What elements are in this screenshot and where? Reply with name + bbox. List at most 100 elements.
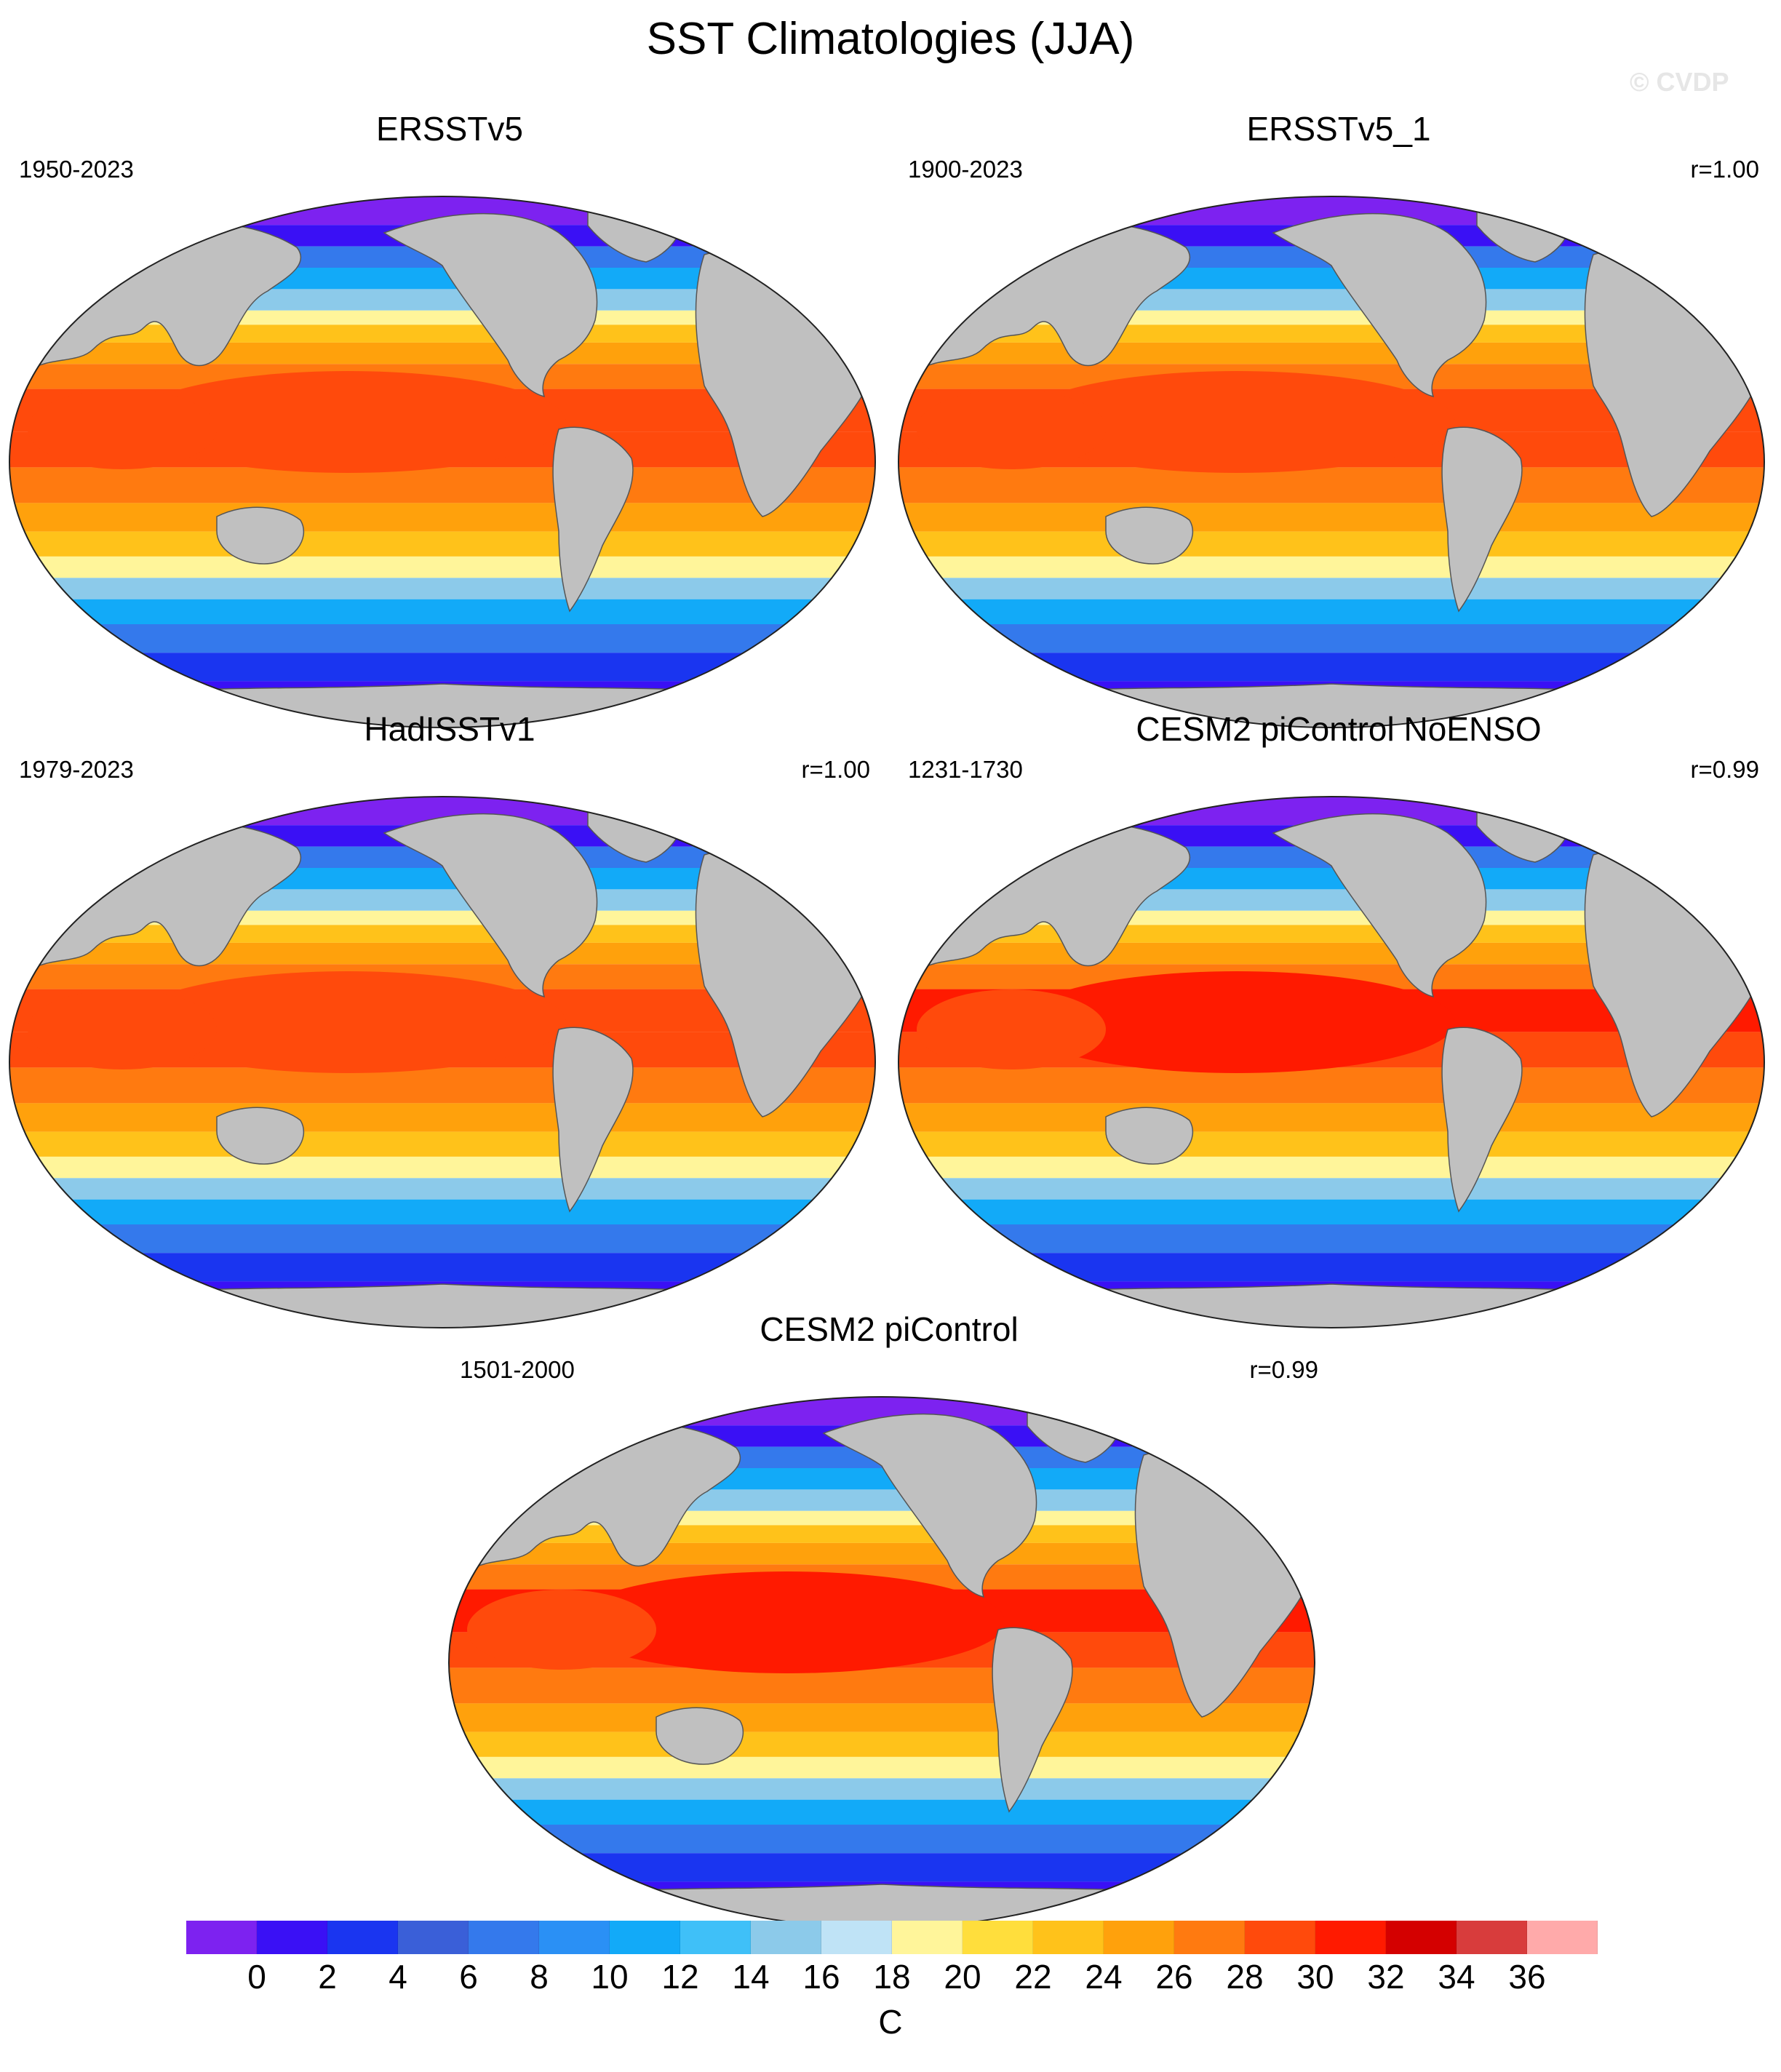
map-panel: CESM2 piControl 1501-2000 r=0.99 — [445, 1310, 1333, 1929]
land-mass — [899, 298, 927, 357]
sst-map — [9, 796, 876, 1328]
sst-band — [9, 578, 875, 599]
colorbar-tick-label: 0 — [247, 1958, 266, 1996]
sst-map — [898, 196, 1765, 728]
land-mass — [1272, 212, 1487, 398]
colorbar-unit: C — [878, 2003, 903, 2041]
sst-band — [9, 599, 875, 624]
figure-title: SST Climatologies (JJA) — [646, 14, 1135, 64]
sst-band — [449, 1853, 1315, 1882]
land-mass — [1105, 506, 1194, 565]
sst-band — [449, 1778, 1315, 1800]
colorbar-swatch — [1527, 1921, 1598, 1954]
sst-band — [449, 1703, 1315, 1732]
sst-band — [899, 467, 1764, 503]
sst-band — [9, 624, 875, 653]
map-panel: HadISSTv1 1979-2023 r=1.00 — [6, 709, 893, 1328]
colorbar-swatch — [1104, 1921, 1174, 1954]
colorbar-tick-label: 32 — [1367, 1958, 1405, 1996]
panel-correlation: r=0.99 — [1690, 756, 1760, 783]
colorbar-swatch — [1245, 1921, 1315, 1954]
land-mass — [1105, 1107, 1194, 1165]
colorbar-tick-label: 18 — [873, 1958, 911, 1996]
sst-band — [9, 653, 875, 682]
indian-warm-pool — [917, 389, 1106, 469]
land-mass — [552, 426, 634, 613]
colorbar-swatch — [610, 1921, 680, 1954]
indian-warm-pool — [28, 389, 217, 469]
warm-pool — [130, 971, 566, 1073]
sst-band — [9, 556, 875, 578]
land-mass — [656, 1707, 744, 1765]
indian-warm-pool — [28, 989, 217, 1069]
colorbar-swatch — [963, 1921, 1033, 1954]
land-mass — [992, 1627, 1073, 1813]
warm-pool — [1019, 971, 1455, 1073]
panel-correlation: r=1.00 — [1690, 156, 1760, 183]
colorbar-tick-label: 28 — [1226, 1958, 1264, 1996]
land-mass — [9, 898, 38, 957]
map-outline — [898, 796, 1765, 1328]
colorbar-swatch — [680, 1921, 751, 1954]
map-outline — [9, 196, 876, 728]
panel-title: HadISSTv1 — [364, 710, 535, 748]
colorbar-swatch — [257, 1921, 327, 1954]
sst-band — [899, 531, 1764, 557]
sst-band — [9, 1199, 875, 1224]
land-mass — [552, 1027, 634, 1213]
map-panel: CESM2 piControl NoENSO 1231-1730 r=0.99 — [895, 709, 1781, 1328]
colorbar-tick-label: 4 — [389, 1958, 407, 1996]
sst-band — [9, 1103, 875, 1132]
land-mass — [216, 506, 305, 565]
land-mass — [1441, 426, 1523, 613]
colorbar-swatch — [821, 1921, 892, 1954]
colorbar-tick-label: 24 — [1085, 1958, 1123, 1996]
sst-band — [449, 1799, 1315, 1825]
land-mass — [383, 813, 598, 998]
sst-band — [899, 578, 1764, 599]
colorbar — [186, 1921, 1598, 1954]
colorbar-tick-label: 12 — [661, 1958, 699, 1996]
colorbar-swatch — [1315, 1921, 1386, 1954]
sst-band — [9, 1224, 875, 1254]
land-mass — [216, 1107, 305, 1165]
sst-band — [9, 531, 875, 557]
sst-band — [899, 503, 1764, 532]
sst-band — [449, 1667, 1315, 1704]
colorbar-swatch — [892, 1921, 963, 1954]
colorbar-swatch — [1457, 1921, 1527, 1954]
sst-band — [899, 1199, 1764, 1224]
indian-warm-pool — [467, 1590, 656, 1670]
colorbar-tick-label: 30 — [1296, 1958, 1334, 1996]
warm-pool — [569, 1571, 1005, 1673]
colorbar-tick-label: 22 — [1014, 1958, 1052, 1996]
map-panel: ERSSTv5_1 1900-2023 r=1.00 — [895, 109, 1781, 728]
sst-band — [9, 503, 875, 532]
colorbar-swatch — [1033, 1921, 1104, 1954]
colorbar-swatch — [539, 1921, 610, 1954]
colorbar-tick-label: 20 — [944, 1958, 981, 1996]
map-outline — [898, 196, 1765, 728]
colorbar-tick-label: 16 — [802, 1958, 840, 1996]
sst-map — [9, 196, 876, 728]
sst-band — [9, 1178, 875, 1200]
panel-years: 1231-1730 — [908, 756, 1023, 783]
panel-years: 1501-2000 — [460, 1356, 575, 1383]
sst-band — [899, 1224, 1764, 1254]
panel-title: CESM2 piControl NoENSO — [1136, 710, 1542, 748]
sst-band — [9, 467, 875, 503]
colorbar-tick-label: 14 — [732, 1958, 770, 1996]
map-outline — [9, 796, 876, 1328]
sst-band — [899, 599, 1764, 624]
sst-band — [9, 1156, 875, 1179]
panel-title: CESM2 piControl — [760, 1310, 1019, 1348]
sst-map — [898, 796, 1765, 1328]
colorbar-tick-label: 6 — [459, 1958, 478, 1996]
sst-band — [899, 1067, 1764, 1104]
sst-band — [9, 1131, 875, 1157]
sst-band — [9, 1253, 875, 1282]
colorbar-swatch — [1386, 1921, 1457, 1954]
sst-band — [449, 1825, 1315, 1854]
colorbar-swatch — [469, 1921, 539, 1954]
sst-band — [899, 556, 1764, 578]
